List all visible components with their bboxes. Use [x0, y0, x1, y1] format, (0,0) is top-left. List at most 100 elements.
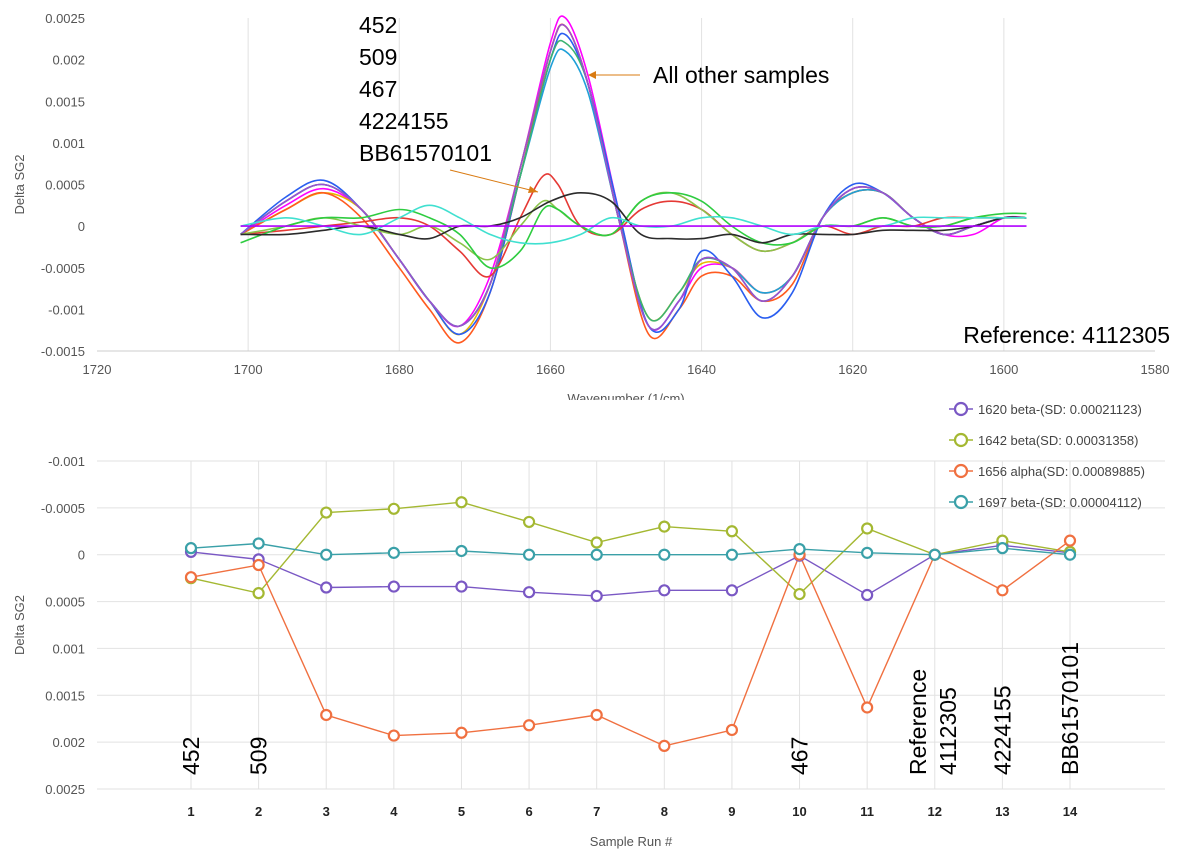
data-point[interactable] — [522, 719, 536, 732]
data-point[interactable] — [658, 548, 671, 561]
data-point[interactable] — [387, 546, 400, 559]
data-point[interactable] — [387, 729, 400, 742]
data-point[interactable] — [590, 536, 603, 549]
data-point[interactable] — [793, 587, 806, 601]
y-tick-label: -0.001 — [48, 302, 85, 317]
y-tick-label: 0.001 — [52, 136, 85, 151]
x-tick-label: 1660 — [536, 362, 565, 377]
legend-marker — [953, 432, 969, 448]
legend-item[interactable]: 1656 alpha(SD: 0.00089885) — [949, 463, 1145, 479]
x-tick-label: 1680 — [385, 362, 414, 377]
data-point[interactable] — [387, 580, 400, 593]
data-point[interactable] — [455, 580, 468, 593]
data-point[interactable] — [1063, 548, 1077, 561]
legend-marker — [953, 463, 969, 479]
y-tick-label: 0 — [78, 548, 85, 563]
data-point[interactable] — [252, 537, 265, 550]
sample-id-label: 509 — [359, 44, 397, 70]
y-tick-label: 0.0005 — [45, 595, 85, 610]
data-point[interactable] — [658, 520, 671, 533]
x-axis-title: Sample Run # — [590, 834, 673, 849]
y-tick-label: -0.0005 — [41, 501, 85, 516]
y-tick-label: -0.0005 — [41, 261, 85, 276]
y-tick-label: 0.0005 — [45, 178, 85, 193]
data-point[interactable] — [928, 548, 941, 561]
legend-marker — [953, 401, 969, 417]
data-point[interactable] — [252, 587, 265, 600]
data-point[interactable] — [184, 571, 198, 584]
data-point[interactable] — [252, 558, 265, 572]
y-tick-label: -0.001 — [48, 454, 85, 469]
spectrum-line-11 — [240, 191, 1027, 244]
sample-run-label: 452 — [178, 737, 204, 775]
data-point[interactable] — [455, 544, 468, 558]
data-point[interactable] — [320, 581, 333, 594]
data-point[interactable] — [522, 515, 536, 529]
x-tick-label: 2 — [255, 804, 262, 819]
data-point[interactable] — [522, 586, 536, 599]
spectra-chart: 1720 1700 1680 1660 1640 1620 1600 1580 0.0025 0.… — [12, 11, 1170, 400]
y-tick-label: 0.001 — [52, 641, 85, 656]
legend-label: 1697 beta-(SD: 0.00004112) — [978, 495, 1142, 510]
data-point[interactable] — [793, 542, 806, 556]
sample-id-label: 4224155 — [359, 108, 449, 134]
data-point[interactable] — [996, 542, 1009, 555]
data-point[interactable] — [184, 542, 198, 555]
data-point[interactable] — [320, 506, 333, 519]
x-tick-label: 10 — [792, 804, 806, 819]
y-axis-title: Delta SG2 — [12, 155, 27, 215]
x-tick-label: 14 — [1063, 804, 1078, 819]
y-tick-label: 0.0025 — [45, 782, 85, 797]
data-point[interactable] — [590, 548, 603, 561]
legend-label: 1656 alpha(SD: 0.00089885) — [978, 464, 1145, 479]
y-tick-label: -0.0015 — [41, 344, 85, 359]
data-point[interactable] — [861, 588, 874, 602]
x-tick-label: 1720 — [83, 362, 112, 377]
data-point[interactable] — [658, 584, 671, 597]
legend-item[interactable]: 1642 beta(SD: 0.00031358) — [949, 432, 1138, 448]
all-other-samples-label: All other samples — [653, 62, 829, 88]
series-line-4 — [190, 542, 1071, 556]
data-point[interactable] — [861, 701, 874, 714]
series-line-2 — [190, 501, 1071, 596]
y-axis-title: Delta SG2 — [12, 595, 27, 655]
legend-label: 1642 beta(SD: 0.00031358) — [978, 433, 1138, 448]
sample-id-label: 467 — [359, 76, 397, 102]
x-tick-label: 3 — [323, 804, 330, 819]
data-point[interactable] — [455, 496, 468, 509]
data-point[interactable] — [658, 739, 671, 752]
data-point[interactable] — [590, 708, 603, 722]
legend-item[interactable]: 1697 beta-(SD: 0.00004112) — [949, 494, 1142, 510]
x-tick-label: 13 — [995, 804, 1009, 819]
data-point[interactable] — [522, 548, 536, 561]
legend-marker — [953, 494, 969, 510]
legend-item[interactable]: 1620 beta-(SD: 0.00021123) — [949, 401, 1142, 417]
data-point[interactable] — [996, 584, 1009, 597]
data-point[interactable] — [725, 723, 739, 737]
x-tick-label: 1 — [187, 804, 194, 819]
series-line-1 — [190, 544, 1071, 597]
sample-id-label: 452 — [359, 12, 397, 38]
data-point[interactable] — [1063, 534, 1077, 547]
x-tick-label: 1640 — [687, 362, 716, 377]
data-point[interactable] — [320, 548, 333, 561]
sample-run-label: 4224155 — [989, 685, 1015, 775]
data-point[interactable] — [725, 548, 739, 561]
y-tick-label: 0 — [78, 219, 85, 234]
data-point[interactable] — [725, 584, 739, 597]
y-tick-label: 0.0015 — [45, 688, 85, 703]
data-point[interactable] — [455, 726, 468, 739]
data-point[interactable] — [387, 502, 400, 515]
y-tick-label: 0.002 — [52, 735, 85, 750]
x-tick-label: 11 — [860, 804, 874, 819]
data-point[interactable] — [590, 589, 603, 603]
spectrum-line-10 — [240, 191, 1027, 270]
data-point[interactable] — [320, 708, 333, 722]
x-tick-label: 9 — [728, 804, 735, 819]
data-point[interactable] — [861, 546, 874, 559]
legend-label: 1620 beta-(SD: 0.00021123) — [978, 402, 1142, 417]
data-point[interactable] — [861, 522, 874, 535]
spectrum-line-7 — [240, 23, 1027, 331]
x-tick-label: 1580 — [1141, 362, 1170, 377]
data-point[interactable] — [725, 525, 739, 538]
